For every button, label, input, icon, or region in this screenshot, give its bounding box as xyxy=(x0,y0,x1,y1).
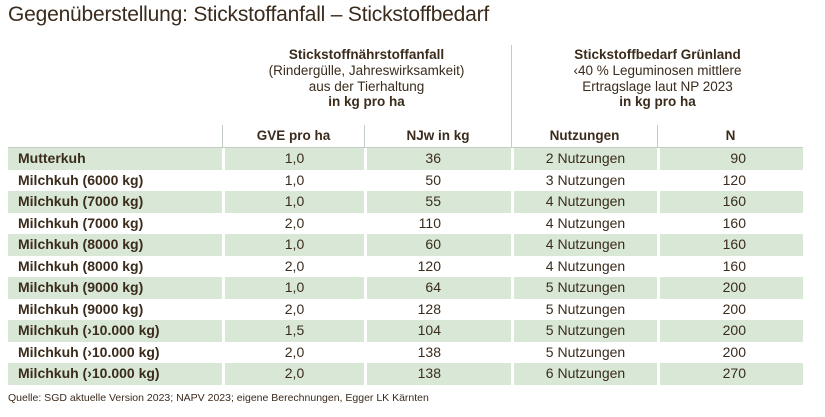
group2-line1: Stickstoffbedarf Grünland xyxy=(574,47,741,62)
table-row: Milchkuh (6000 kg) 1,0 50 3 Nutzungen 12… xyxy=(8,169,803,191)
row-label: Milchkuh (›10.000 kg) xyxy=(18,322,160,338)
group1-line3: aus der Tierhaltung xyxy=(308,78,425,94)
njw-value: 60 xyxy=(364,234,511,256)
row-label: Milchkuh (8000 kg) xyxy=(18,236,144,252)
row-label: Milchkuh (6000 kg) xyxy=(18,171,144,188)
n-value: 160 xyxy=(657,212,803,234)
group1-line1: Stickstoffnährstoffanfall xyxy=(288,47,445,62)
gve-value: 1,0 xyxy=(222,277,364,299)
table-row: Milchkuh (8000 kg) 2,0 120 4 Nutzungen 1… xyxy=(8,255,803,277)
njw-value: 64 xyxy=(364,277,511,299)
row-label: Milchkuh (7000 kg) xyxy=(18,214,144,231)
n-value: 160 xyxy=(657,191,803,213)
group1-line4: in kg pro ha xyxy=(328,94,405,110)
gve-value: 2,0 xyxy=(222,298,364,320)
table-row: Milchkuh (9000 kg) 1,0 64 5 Nutzungen 20… xyxy=(8,277,803,299)
table-row: Milchkuh (›10.000 kg) 1,5 104 5 Nutzunge… xyxy=(8,320,803,342)
njw-value: 36 xyxy=(364,148,511,170)
nutzungen-value: 4 Nutzungen xyxy=(511,255,657,277)
gve-value: 1,0 xyxy=(222,191,364,213)
nutzungen-value: 2 Nutzungen xyxy=(511,148,657,170)
table-row: Milchkuh (›10.000 kg) 2,0 138 5 Nutzunge… xyxy=(8,341,803,363)
group-header-stickstoffbedarf: Stickstoffbedarf Grünland ‹40 % Legumino… xyxy=(511,45,803,125)
column-header-nutzungen: Nutzungen xyxy=(511,125,657,147)
nutzungen-value: 5 Nutzungen xyxy=(511,277,657,299)
n-value: 120 xyxy=(657,169,803,191)
njw-value: 55 xyxy=(364,191,511,213)
table-row: Milchkuh (›10.000 kg) 2,0 138 6 Nutzunge… xyxy=(8,363,803,385)
row-label: Milchkuh (7000 kg) xyxy=(18,193,144,209)
corner-cell xyxy=(8,125,222,147)
gve-value: 2,0 xyxy=(222,341,364,363)
group1-line2: (Rindergülle, Jahreswirksamkeit) xyxy=(268,62,465,78)
table-column-header: GVE pro ha NJw in kg Nutzungen N xyxy=(8,125,803,148)
njw-value: 138 xyxy=(364,363,511,385)
table-row: Milchkuh (9000 kg) 2,0 128 5 Nutzungen 2… xyxy=(8,298,803,320)
column-header-gve: GVE pro ha xyxy=(222,125,364,147)
gve-value: 1,5 xyxy=(222,320,364,342)
n-value: 200 xyxy=(657,277,803,299)
nutzungen-value: 5 Nutzungen xyxy=(511,298,657,320)
n-value: 270 xyxy=(657,363,803,385)
table-group-header: Stickstoffnährstoffanfall (Rindergülle, … xyxy=(8,45,803,125)
njw-value: 120 xyxy=(364,255,511,277)
njw-value: 128 xyxy=(364,298,511,320)
group2-line4: in kg pro ha xyxy=(619,94,696,110)
gve-value: 2,0 xyxy=(222,363,364,385)
nutzungen-value: 4 Nutzungen xyxy=(511,212,657,234)
nutzungen-value: 3 Nutzungen xyxy=(511,169,657,191)
comparison-table: Stickstoffnährstoffanfall (Rindergülle, … xyxy=(8,45,803,385)
n-value: 200 xyxy=(657,341,803,363)
nutzungen-value: 6 Nutzungen xyxy=(511,363,657,385)
source-note: Quelle: SGD aktuelle Version 2023; NAPV … xyxy=(8,392,429,404)
row-label: Milchkuh (9000 kg) xyxy=(18,300,144,317)
n-value: 90 xyxy=(657,148,803,170)
njw-value: 138 xyxy=(364,341,511,363)
row-label: Milchkuh (8000 kg) xyxy=(18,257,144,274)
page-title: Gegenüberstellung: Stickstoffanfall – St… xyxy=(8,3,490,26)
group2-line2: ‹40 % Leguminosen mittlere xyxy=(573,62,742,78)
njw-value: 104 xyxy=(364,320,511,342)
corner-cell xyxy=(8,45,222,125)
row-label: Milchkuh (›10.000 kg) xyxy=(18,343,160,360)
njw-value: 110 xyxy=(364,212,511,234)
row-label: Mutterkuh xyxy=(18,150,86,166)
njw-value: 50 xyxy=(364,169,511,191)
nutzungen-value: 4 Nutzungen xyxy=(511,191,657,213)
n-value: 200 xyxy=(657,320,803,342)
gve-value: 1,0 xyxy=(222,169,364,191)
table-row: Mutterkuh 1,0 36 2 Nutzungen 90 xyxy=(8,148,803,170)
row-label: Milchkuh (9000 kg) xyxy=(18,279,144,295)
column-header-n: N xyxy=(657,125,803,147)
group2-line3: Ertragslage laut NP 2023 xyxy=(582,78,733,94)
table-body: Mutterkuh 1,0 36 2 Nutzungen 90 Milchkuh… xyxy=(8,148,803,385)
row-label: Milchkuh (›10.000 kg) xyxy=(18,365,160,381)
table-row: Milchkuh (8000 kg) 1,0 60 4 Nutzungen 16… xyxy=(8,234,803,256)
gve-value: 2,0 xyxy=(222,212,364,234)
gve-value: 1,0 xyxy=(222,148,364,170)
gve-value: 1,0 xyxy=(222,234,364,256)
table-row: Milchkuh (7000 kg) 1,0 55 4 Nutzungen 16… xyxy=(8,191,803,213)
n-value: 160 xyxy=(657,255,803,277)
n-value: 200 xyxy=(657,298,803,320)
table-row: Milchkuh (7000 kg) 2,0 110 4 Nutzungen 1… xyxy=(8,212,803,234)
n-value: 160 xyxy=(657,234,803,256)
gve-value: 2,0 xyxy=(222,255,364,277)
nutzungen-value: 4 Nutzungen xyxy=(511,234,657,256)
column-header-njw: NJw in kg xyxy=(364,125,511,147)
nutzungen-value: 5 Nutzungen xyxy=(511,320,657,342)
group-header-stickstoffanfall: Stickstoffnährstoffanfall (Rindergülle, … xyxy=(222,45,511,125)
nutzungen-value: 5 Nutzungen xyxy=(511,341,657,363)
